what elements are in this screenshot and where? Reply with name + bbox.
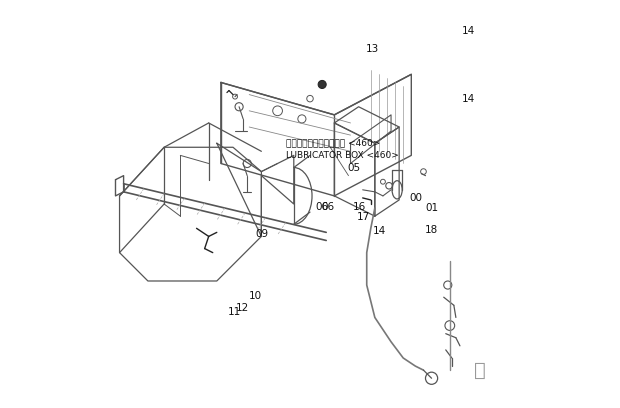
Text: 00: 00 [409,193,422,203]
Text: 18: 18 [425,224,438,235]
Text: ⓦ: ⓦ [474,361,486,379]
Text: 09: 09 [255,228,268,239]
Text: 12: 12 [236,303,249,313]
Text: 14: 14 [462,26,475,35]
Text: 01: 01 [425,203,438,213]
Text: 06: 06 [321,202,334,212]
Text: 11: 11 [228,307,241,317]
Text: 06: 06 [315,202,329,212]
Text: 13: 13 [366,44,379,54]
Circle shape [318,80,326,89]
Text: 05: 05 [348,162,361,173]
Text: リュブリケータボックス <460>: リュブリケータボックス <460> [286,139,380,148]
Text: LUBRICATOR BOX <460>: LUBRICATOR BOX <460> [286,151,399,160]
Text: 16: 16 [353,202,366,212]
Text: 10: 10 [249,291,262,302]
Text: 14: 14 [462,95,475,104]
Text: 14: 14 [373,226,386,236]
Text: 17: 17 [356,213,370,222]
